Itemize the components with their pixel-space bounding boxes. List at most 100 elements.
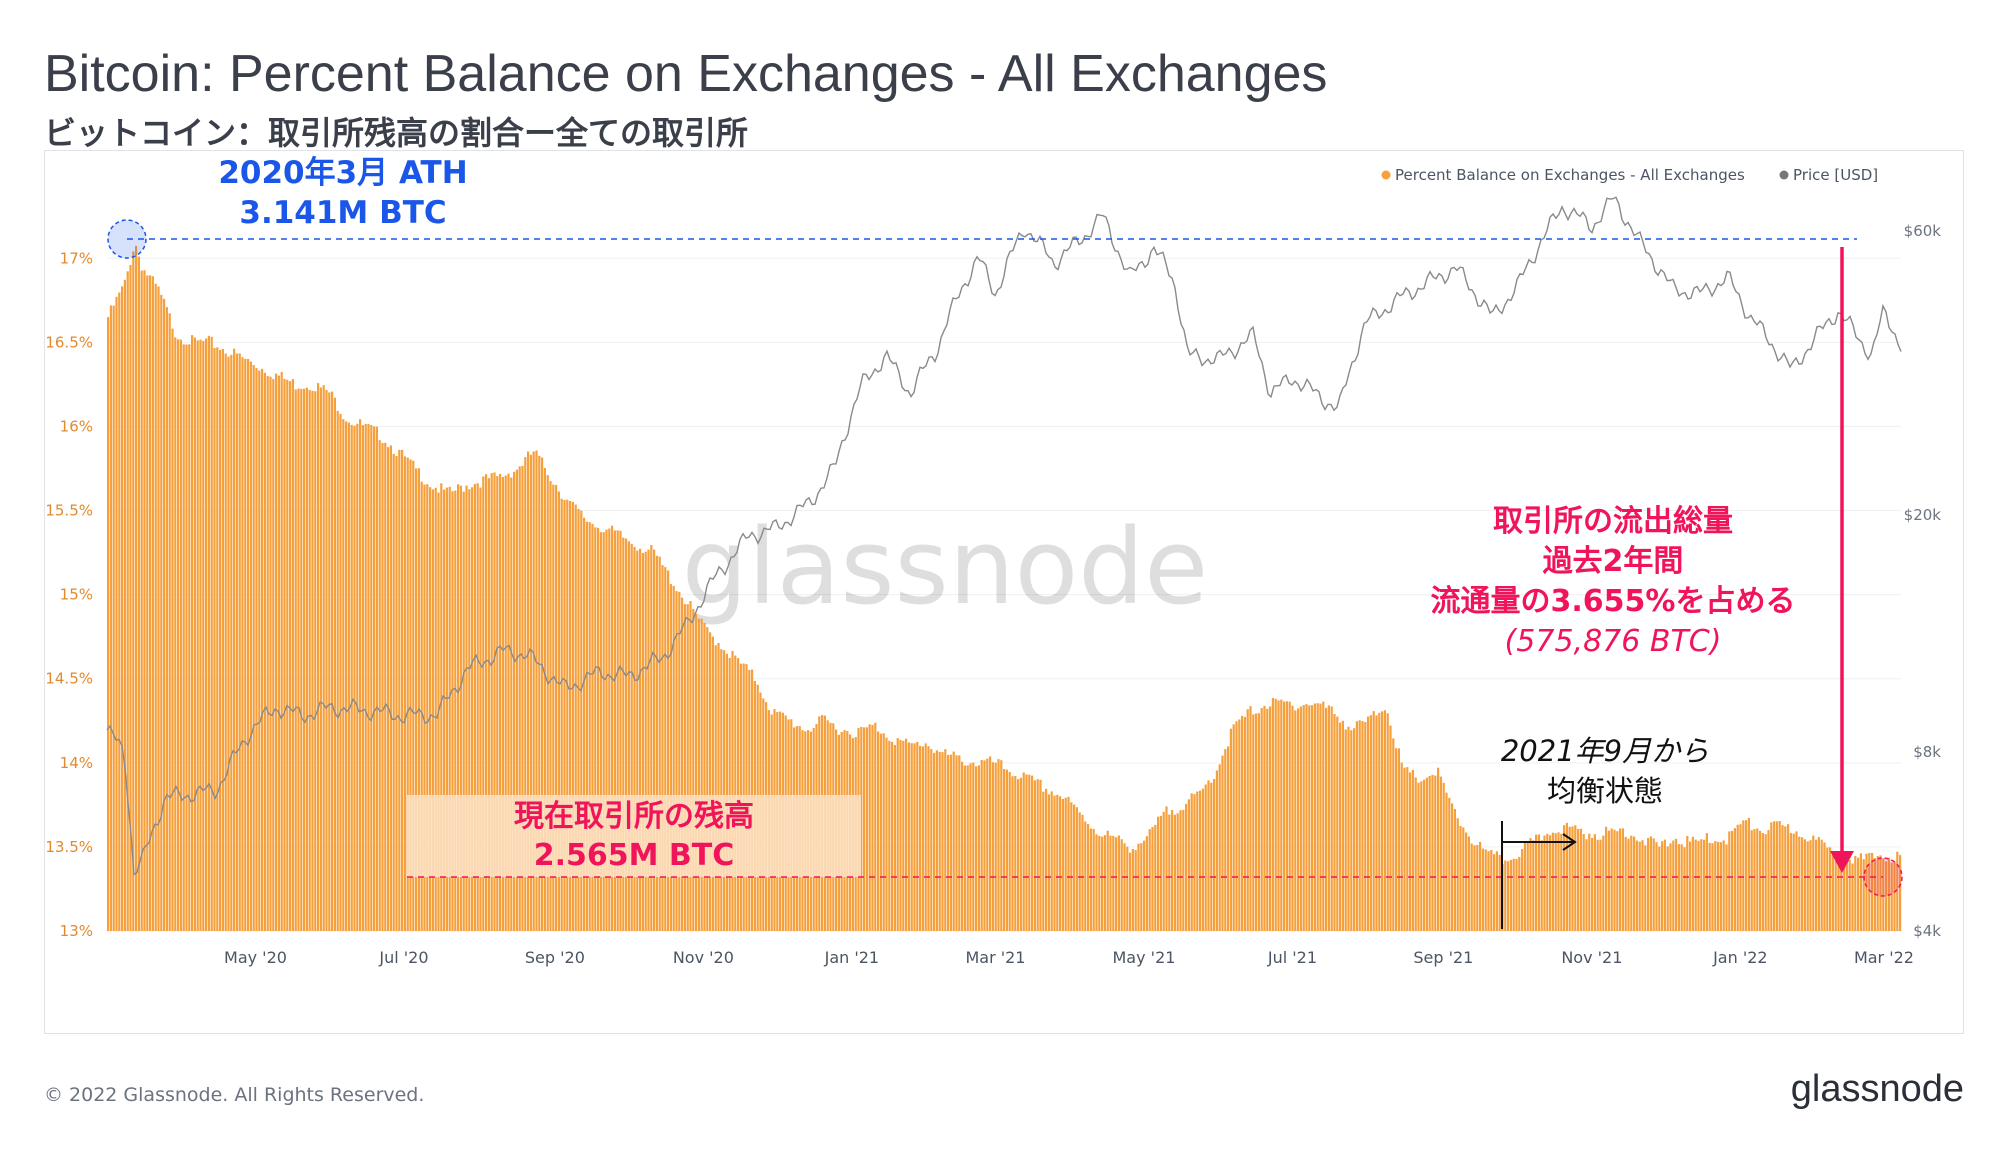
balance-bar	[1551, 832, 1554, 931]
balance-bar	[322, 385, 325, 931]
balance-bar	[1789, 832, 1792, 931]
x-tick-label: Sep '20	[525, 948, 585, 967]
balance-bar	[1803, 839, 1806, 931]
balance-bar	[1577, 829, 1580, 931]
balance-bar	[213, 348, 216, 931]
balance-bar	[342, 419, 345, 931]
balance-bar	[1750, 830, 1753, 931]
balance-bar	[1745, 820, 1748, 931]
balance-bar	[667, 570, 670, 931]
x-tick-label: Jul '20	[378, 948, 428, 967]
balance-bar	[238, 353, 241, 931]
balance-bar	[1890, 862, 1893, 931]
balance-bar	[297, 388, 300, 931]
balance-bar	[1854, 855, 1857, 931]
balance-bar	[1532, 840, 1535, 931]
balance-bar	[507, 473, 510, 931]
balance-bar	[1123, 843, 1126, 931]
balance-bar	[916, 741, 919, 931]
equilibrium-arrow-head	[1562, 833, 1577, 851]
balance-bar	[179, 339, 182, 932]
balance-bar	[910, 743, 913, 931]
balance-bar	[980, 760, 983, 931]
balance-bar	[350, 424, 353, 931]
balance-bar	[636, 550, 639, 931]
balance-bar	[927, 746, 930, 931]
balance-bar	[613, 530, 616, 931]
balance-bar	[1036, 779, 1039, 931]
balance-bar	[1355, 721, 1358, 931]
legend-label-balance[interactable]: Percent Balance on Exchanges - All Excha…	[1395, 166, 1745, 184]
balance-bar	[602, 532, 605, 931]
balance-bar	[1599, 839, 1602, 931]
balance-bar	[697, 618, 700, 931]
balance-bar	[389, 445, 392, 931]
balance-bar	[641, 552, 644, 931]
balance-bar	[714, 645, 717, 931]
balance-bar	[865, 727, 868, 931]
balance-bar	[913, 743, 916, 931]
balance-bar	[1347, 726, 1350, 931]
balance-bar	[1509, 859, 1512, 931]
balance-bar	[1131, 849, 1134, 931]
balance-bar	[471, 487, 474, 931]
balance-bar	[1031, 775, 1034, 931]
balance-bar	[1213, 779, 1216, 931]
legend-label-price[interactable]: Price [USD]	[1793, 166, 1878, 184]
balance-bar	[952, 751, 955, 931]
balance-bar	[639, 548, 642, 931]
balance-bar	[720, 649, 723, 931]
balance-bar	[1546, 833, 1549, 931]
balance-bar	[1484, 849, 1487, 931]
balance-bar	[333, 397, 336, 931]
balance-bar	[499, 473, 502, 931]
balance-bar	[1591, 837, 1594, 931]
balance-bar	[1257, 713, 1260, 931]
balance-bar	[560, 498, 563, 931]
balance-bar	[1834, 855, 1837, 931]
y-axis-right: $60k $20k $8k $4k	[1904, 222, 1942, 940]
balance-bar	[1017, 779, 1020, 931]
balance-bar	[569, 501, 572, 931]
balance-bar	[1465, 832, 1468, 931]
x-tick-label: Mar '22	[1854, 948, 1914, 967]
balance-bar	[941, 752, 944, 931]
x-tick-label: May '21	[1113, 948, 1176, 967]
balance-bar	[1249, 706, 1252, 931]
balance-bar	[1624, 836, 1627, 931]
balance-bar	[524, 457, 527, 931]
x-axis: May '20 Jul '20 Sep '20 Nov '20 Jan '21 Mar '…	[224, 948, 1914, 967]
balance-bar	[608, 528, 611, 931]
balance-bar	[734, 655, 737, 931]
balance-bar	[1619, 828, 1622, 931]
balance-bar	[1431, 774, 1434, 931]
balance-bar	[1605, 826, 1608, 931]
balance-bar	[1369, 715, 1372, 931]
balance-bar	[1078, 812, 1081, 931]
balance-bar	[112, 305, 115, 931]
balance-bar	[924, 743, 927, 931]
balance-bar	[1232, 724, 1235, 931]
y-right-tick-label: $8k	[1913, 743, 1941, 761]
balance-bar	[1714, 841, 1717, 931]
balance-bar	[1341, 720, 1344, 931]
balance-bar	[1176, 813, 1179, 931]
balance-bar	[468, 489, 471, 931]
balance-bar	[725, 653, 728, 931]
balance-bar	[921, 746, 924, 931]
balance-bar	[552, 484, 555, 931]
balance-bar	[1529, 838, 1532, 931]
balance-bar	[1397, 748, 1400, 931]
balance-bar	[269, 376, 272, 931]
balance-bar	[1602, 835, 1605, 931]
balance-bar	[277, 375, 280, 932]
balance-bar	[454, 490, 457, 931]
current-marker	[1863, 857, 1903, 897]
balance-bar	[123, 279, 126, 931]
balance-bar	[1669, 843, 1672, 931]
balance-bar	[1616, 831, 1619, 931]
balance-bar	[233, 348, 236, 931]
x-tick-label: Jan '22	[1712, 948, 1768, 967]
balance-bar	[1627, 838, 1630, 931]
balance-bar	[1459, 826, 1462, 931]
